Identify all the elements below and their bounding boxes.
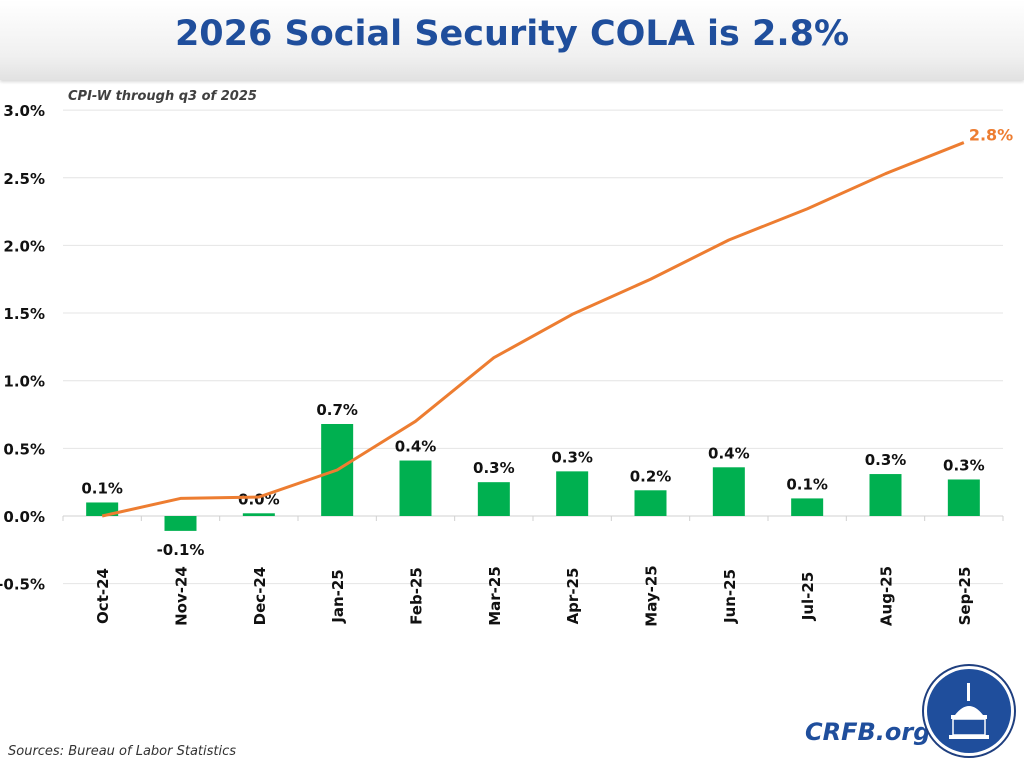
bar bbox=[242, 513, 275, 516]
bar bbox=[947, 479, 980, 516]
bar-data-label: 0.3% bbox=[473, 459, 515, 477]
brand-link[interactable]: CRFB.org bbox=[805, 718, 931, 746]
chart-title: 2026 Social Security COLA is 2.8% bbox=[174, 14, 850, 54]
x-tick-label: Jul-25 bbox=[799, 572, 817, 622]
bar bbox=[477, 482, 510, 516]
y-tick-label: 2.5% bbox=[3, 170, 45, 188]
bar-data-label: 0.3% bbox=[551, 448, 593, 466]
y-tick-label: 0.0% bbox=[3, 508, 45, 526]
bar bbox=[791, 498, 824, 516]
x-tick-label: Dec-24 bbox=[251, 567, 269, 626]
y-tick-label: 3.0% bbox=[3, 102, 45, 120]
chart-subtitle: CPI-W through q3 of 2025 bbox=[68, 89, 257, 104]
crfb-capitol-logo bbox=[922, 664, 1016, 758]
source-note: Sources: Bureau of Labor Statistics bbox=[8, 744, 237, 759]
title-bar: 2026 Social Security COLA is 2.8% bbox=[0, 0, 1024, 80]
bar-data-label: 0.1% bbox=[81, 479, 123, 497]
bar bbox=[712, 467, 745, 516]
cumulative-line bbox=[101, 141, 965, 518]
bar bbox=[164, 516, 197, 531]
bar-data-label: 0.7% bbox=[316, 401, 358, 419]
bar bbox=[869, 474, 902, 516]
y-tick-label: 2.0% bbox=[3, 237, 45, 255]
x-tick-label: Oct-24 bbox=[94, 568, 112, 624]
y-tick-label: 0.5% bbox=[3, 440, 45, 458]
x-tick-label: Aug-25 bbox=[878, 566, 896, 626]
bar-data-label: 0.3% bbox=[865, 451, 907, 469]
bar bbox=[399, 460, 432, 516]
x-tick-label: Mar-25 bbox=[486, 566, 504, 626]
x-tick-label: Jan-25 bbox=[329, 569, 347, 623]
y-tick-label: -0.5% bbox=[0, 576, 45, 594]
y-tick-label: 1.5% bbox=[3, 305, 45, 323]
x-tick-label: Sep-25 bbox=[956, 567, 974, 626]
bar bbox=[556, 471, 589, 516]
x-tick-label: Jun-25 bbox=[721, 569, 739, 624]
x-tick-label: Apr-25 bbox=[564, 568, 582, 625]
x-tick-label: Nov-24 bbox=[173, 566, 191, 626]
line-end-label: 2.8% bbox=[969, 126, 1013, 145]
bar bbox=[634, 490, 667, 516]
x-tick-label: May-25 bbox=[643, 565, 661, 626]
bar bbox=[86, 502, 119, 516]
bar-data-label: 0.1% bbox=[786, 475, 828, 493]
bar-data-label: 0.4% bbox=[395, 438, 437, 456]
bar-data-label: 0.2% bbox=[630, 467, 672, 485]
x-tick-label: Feb-25 bbox=[408, 567, 426, 625]
bar-data-label: -0.1% bbox=[157, 541, 205, 559]
y-tick-label: 1.0% bbox=[3, 373, 45, 391]
bar-data-label: 0.3% bbox=[943, 456, 985, 474]
bar-data-label: 0.4% bbox=[708, 444, 750, 462]
